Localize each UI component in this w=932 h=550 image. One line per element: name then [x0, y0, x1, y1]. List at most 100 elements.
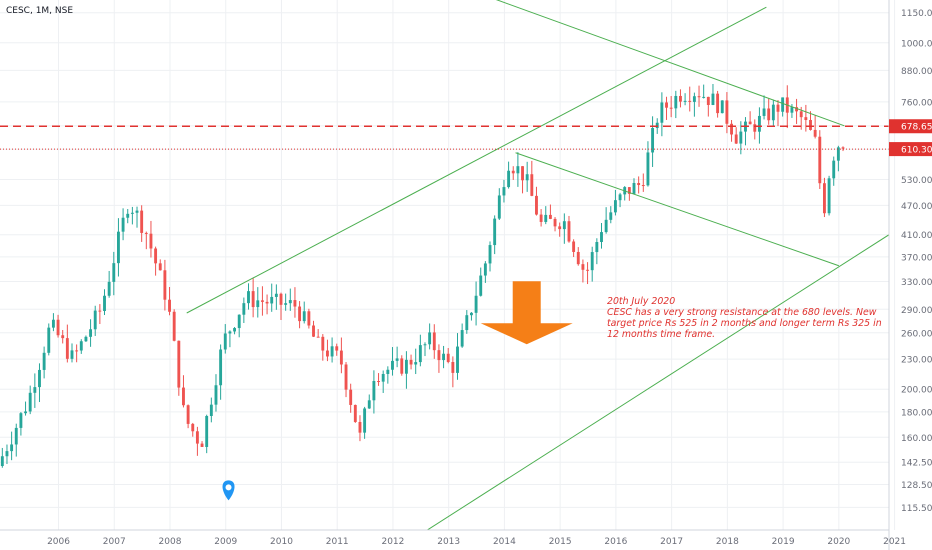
candle-body	[10, 444, 14, 452]
candle-body	[79, 341, 83, 351]
candle-body	[117, 231, 120, 264]
candle-body	[61, 335, 65, 339]
price-tick-label: 1150.00	[901, 9, 932, 19]
price-tick-label: 160.00	[901, 434, 932, 444]
time-tick-label: 2009	[214, 537, 237, 547]
candle-body	[339, 350, 343, 365]
candle-body	[613, 200, 617, 213]
candle-body	[126, 213, 130, 218]
candle-body	[497, 195, 501, 219]
price-label-text: 610.30	[901, 146, 932, 156]
time-tick-label: 2006	[47, 537, 70, 547]
price-tick-label: 260.00	[901, 329, 932, 339]
candle-body	[158, 263, 162, 271]
candle-body	[539, 214, 543, 222]
price-tick-label: 230.00	[901, 356, 932, 366]
price-tick-label: 1000.00	[901, 39, 932, 49]
candle-body	[683, 100, 687, 102]
candle-body	[757, 115, 761, 132]
candle-body	[38, 369, 41, 388]
candle-body	[716, 93, 720, 114]
candle-body	[172, 311, 176, 341]
annotation-line: 12 months time frame.	[607, 329, 716, 340]
annotation-line: target price Rs 525 in 2 months and long…	[607, 318, 882, 329]
candle-body	[65, 338, 69, 359]
candle-body	[191, 423, 195, 432]
candle-body	[795, 107, 799, 112]
candle-body	[395, 358, 399, 361]
candle-body	[400, 358, 404, 374]
candle-body	[836, 147, 840, 161]
candle-body	[590, 252, 594, 271]
candle-body	[423, 344, 427, 346]
candle-body	[237, 314, 241, 329]
candle-body	[641, 185, 645, 187]
candle-body	[697, 96, 701, 98]
candle-body	[827, 178, 831, 214]
price-label-box	[889, 119, 932, 134]
candle-body	[219, 349, 223, 386]
candle-body	[93, 310, 97, 330]
candle-body	[632, 183, 636, 194]
trendline-upper-channel-top[interactable]	[186, 6, 767, 314]
candle-body	[330, 346, 334, 357]
candle-body	[112, 263, 116, 282]
trendline-falling-line-middle[interactable]	[515, 152, 840, 267]
candle-body	[302, 311, 306, 322]
price-axis: 115.50 128.50 142.50 160.00 180.00 200.00 230.…	[901, 9, 932, 514]
candle-body	[586, 269, 589, 271]
trendline-falling-line-top[interactable]	[488, 0, 845, 127]
candle-body	[326, 350, 329, 357]
candle-body	[372, 381, 376, 401]
candle-body	[130, 212, 134, 214]
candle-body	[739, 131, 743, 144]
time-tick-label: 2007	[103, 537, 126, 547]
candle-body	[103, 295, 106, 312]
candle-body	[195, 431, 199, 444]
candle-body	[121, 217, 125, 232]
time-tick-label: 2019	[772, 537, 795, 547]
candle-body	[168, 299, 171, 312]
candle-body	[288, 300, 292, 304]
time-tick-label: 2008	[159, 537, 182, 547]
candle-body	[725, 100, 729, 124]
candle-body	[469, 312, 473, 316]
candles	[0, 84, 845, 468]
price-tick-label: 200.00	[901, 386, 932, 396]
candle-body	[47, 327, 51, 353]
candle-body	[84, 336, 88, 342]
candle-body	[391, 360, 394, 370]
candle-body	[89, 329, 93, 337]
time-tick-label: 2021	[883, 537, 906, 547]
time-tick-label: 2017	[660, 537, 683, 547]
candle-body	[404, 359, 408, 374]
candle-body	[832, 160, 836, 179]
candle-body	[200, 443, 204, 447]
price-tick-label: 370.00	[901, 253, 932, 263]
candle-body	[600, 232, 603, 243]
price-tick-label: 180.00	[901, 408, 932, 418]
candle-body	[618, 194, 622, 201]
candle-body	[609, 212, 613, 220]
candle-body	[544, 214, 548, 222]
candle-body	[451, 362, 455, 373]
candle-body	[0, 456, 4, 467]
candle-body	[702, 96, 706, 98]
arrow-down-icon[interactable]	[480, 281, 573, 345]
candle-body	[265, 301, 269, 304]
candle-body	[460, 330, 464, 347]
candle-body	[841, 147, 845, 149]
candle-body	[247, 291, 250, 304]
candle-body	[437, 350, 441, 361]
candle-body	[70, 350, 74, 359]
candle-body	[562, 221, 566, 230]
candle-body	[799, 111, 803, 118]
trendline-upper-channel-bottom[interactable]	[421, 234, 889, 534]
candle-body	[488, 245, 492, 264]
candle-body	[358, 421, 362, 433]
candle-body	[242, 303, 246, 315]
time-tick-label: 2016	[604, 537, 627, 547]
candle-body	[465, 315, 469, 331]
candle-body	[353, 404, 357, 422]
